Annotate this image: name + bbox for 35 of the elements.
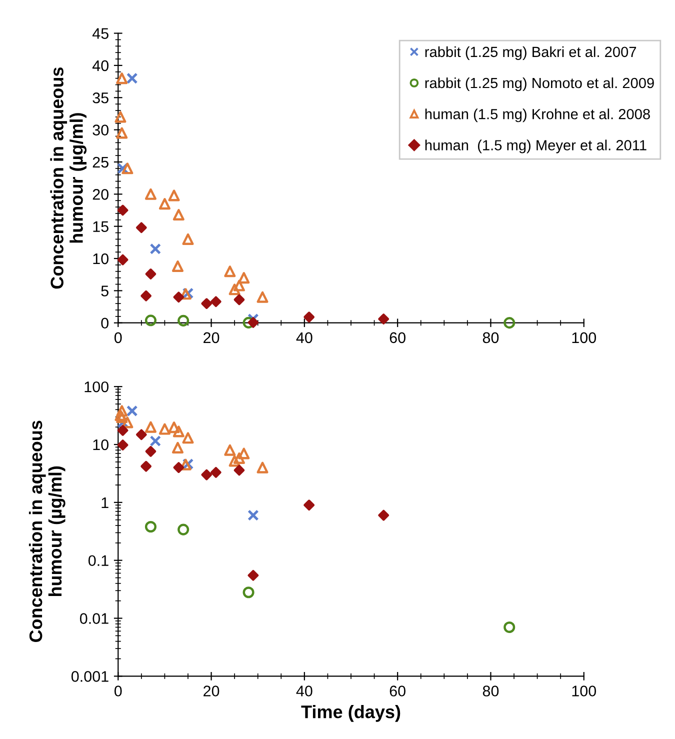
x-axis-title: Time (days): [301, 705, 400, 722]
legend-label: human (1.5 mg) Krohne et al. 2008: [425, 108, 650, 122]
x-tick-label: 80: [482, 332, 499, 344]
x-tick-label: 0: [114, 332, 122, 344]
y-tick-label: 30: [92, 124, 108, 136]
y-axis-title: Concentration in aqueous humour (µg/ml): [50, 67, 87, 289]
x-tick-label: 20: [204, 332, 220, 344]
x-tick-label: 0: [114, 686, 122, 696]
y-tick-label: 15: [93, 221, 108, 232]
y-tick-label: 100: [84, 381, 108, 392]
y-tick-label: 45: [92, 28, 108, 39]
x-tick-label: 20: [204, 686, 220, 696]
y-tick-label: 0: [101, 318, 108, 329]
y-tick-label: 1: [102, 497, 108, 508]
legend-label: rabbit (1.25 mg) Bakri et al. 2007: [425, 46, 636, 60]
x-tick-label: 100: [572, 686, 596, 696]
x-tick-label: 60: [390, 332, 406, 344]
y-tick-label: 10: [93, 439, 108, 450]
y-tick-label: 40: [92, 60, 108, 72]
x-tick-label: 80: [482, 686, 499, 696]
y-tick-label: 5: [101, 286, 108, 296]
y-axis-title: Concentration in aqueous humour (µg/ml): [28, 420, 66, 642]
y-tick-label: 0.01: [80, 613, 108, 624]
x-tick-label: 40: [296, 332, 312, 344]
y-tick-label: 20: [92, 189, 108, 200]
legend-label: rabbit (1.25 mg) Nomoto et al. 2009: [425, 77, 654, 92]
y-tick-label: 0.001: [71, 671, 108, 682]
x-tick-label: 40: [296, 686, 312, 696]
x-tick-label: 60: [390, 686, 406, 696]
y-tick-label: 0.1: [88, 555, 108, 566]
x-tick-label: 100: [572, 332, 596, 344]
legend-label: human (1.5 mg) Meyer et al. 2011: [425, 140, 646, 154]
y-tick-label: 25: [92, 156, 108, 168]
y-tick-label: 35: [92, 92, 108, 104]
y-tick-label: 10: [93, 253, 108, 264]
